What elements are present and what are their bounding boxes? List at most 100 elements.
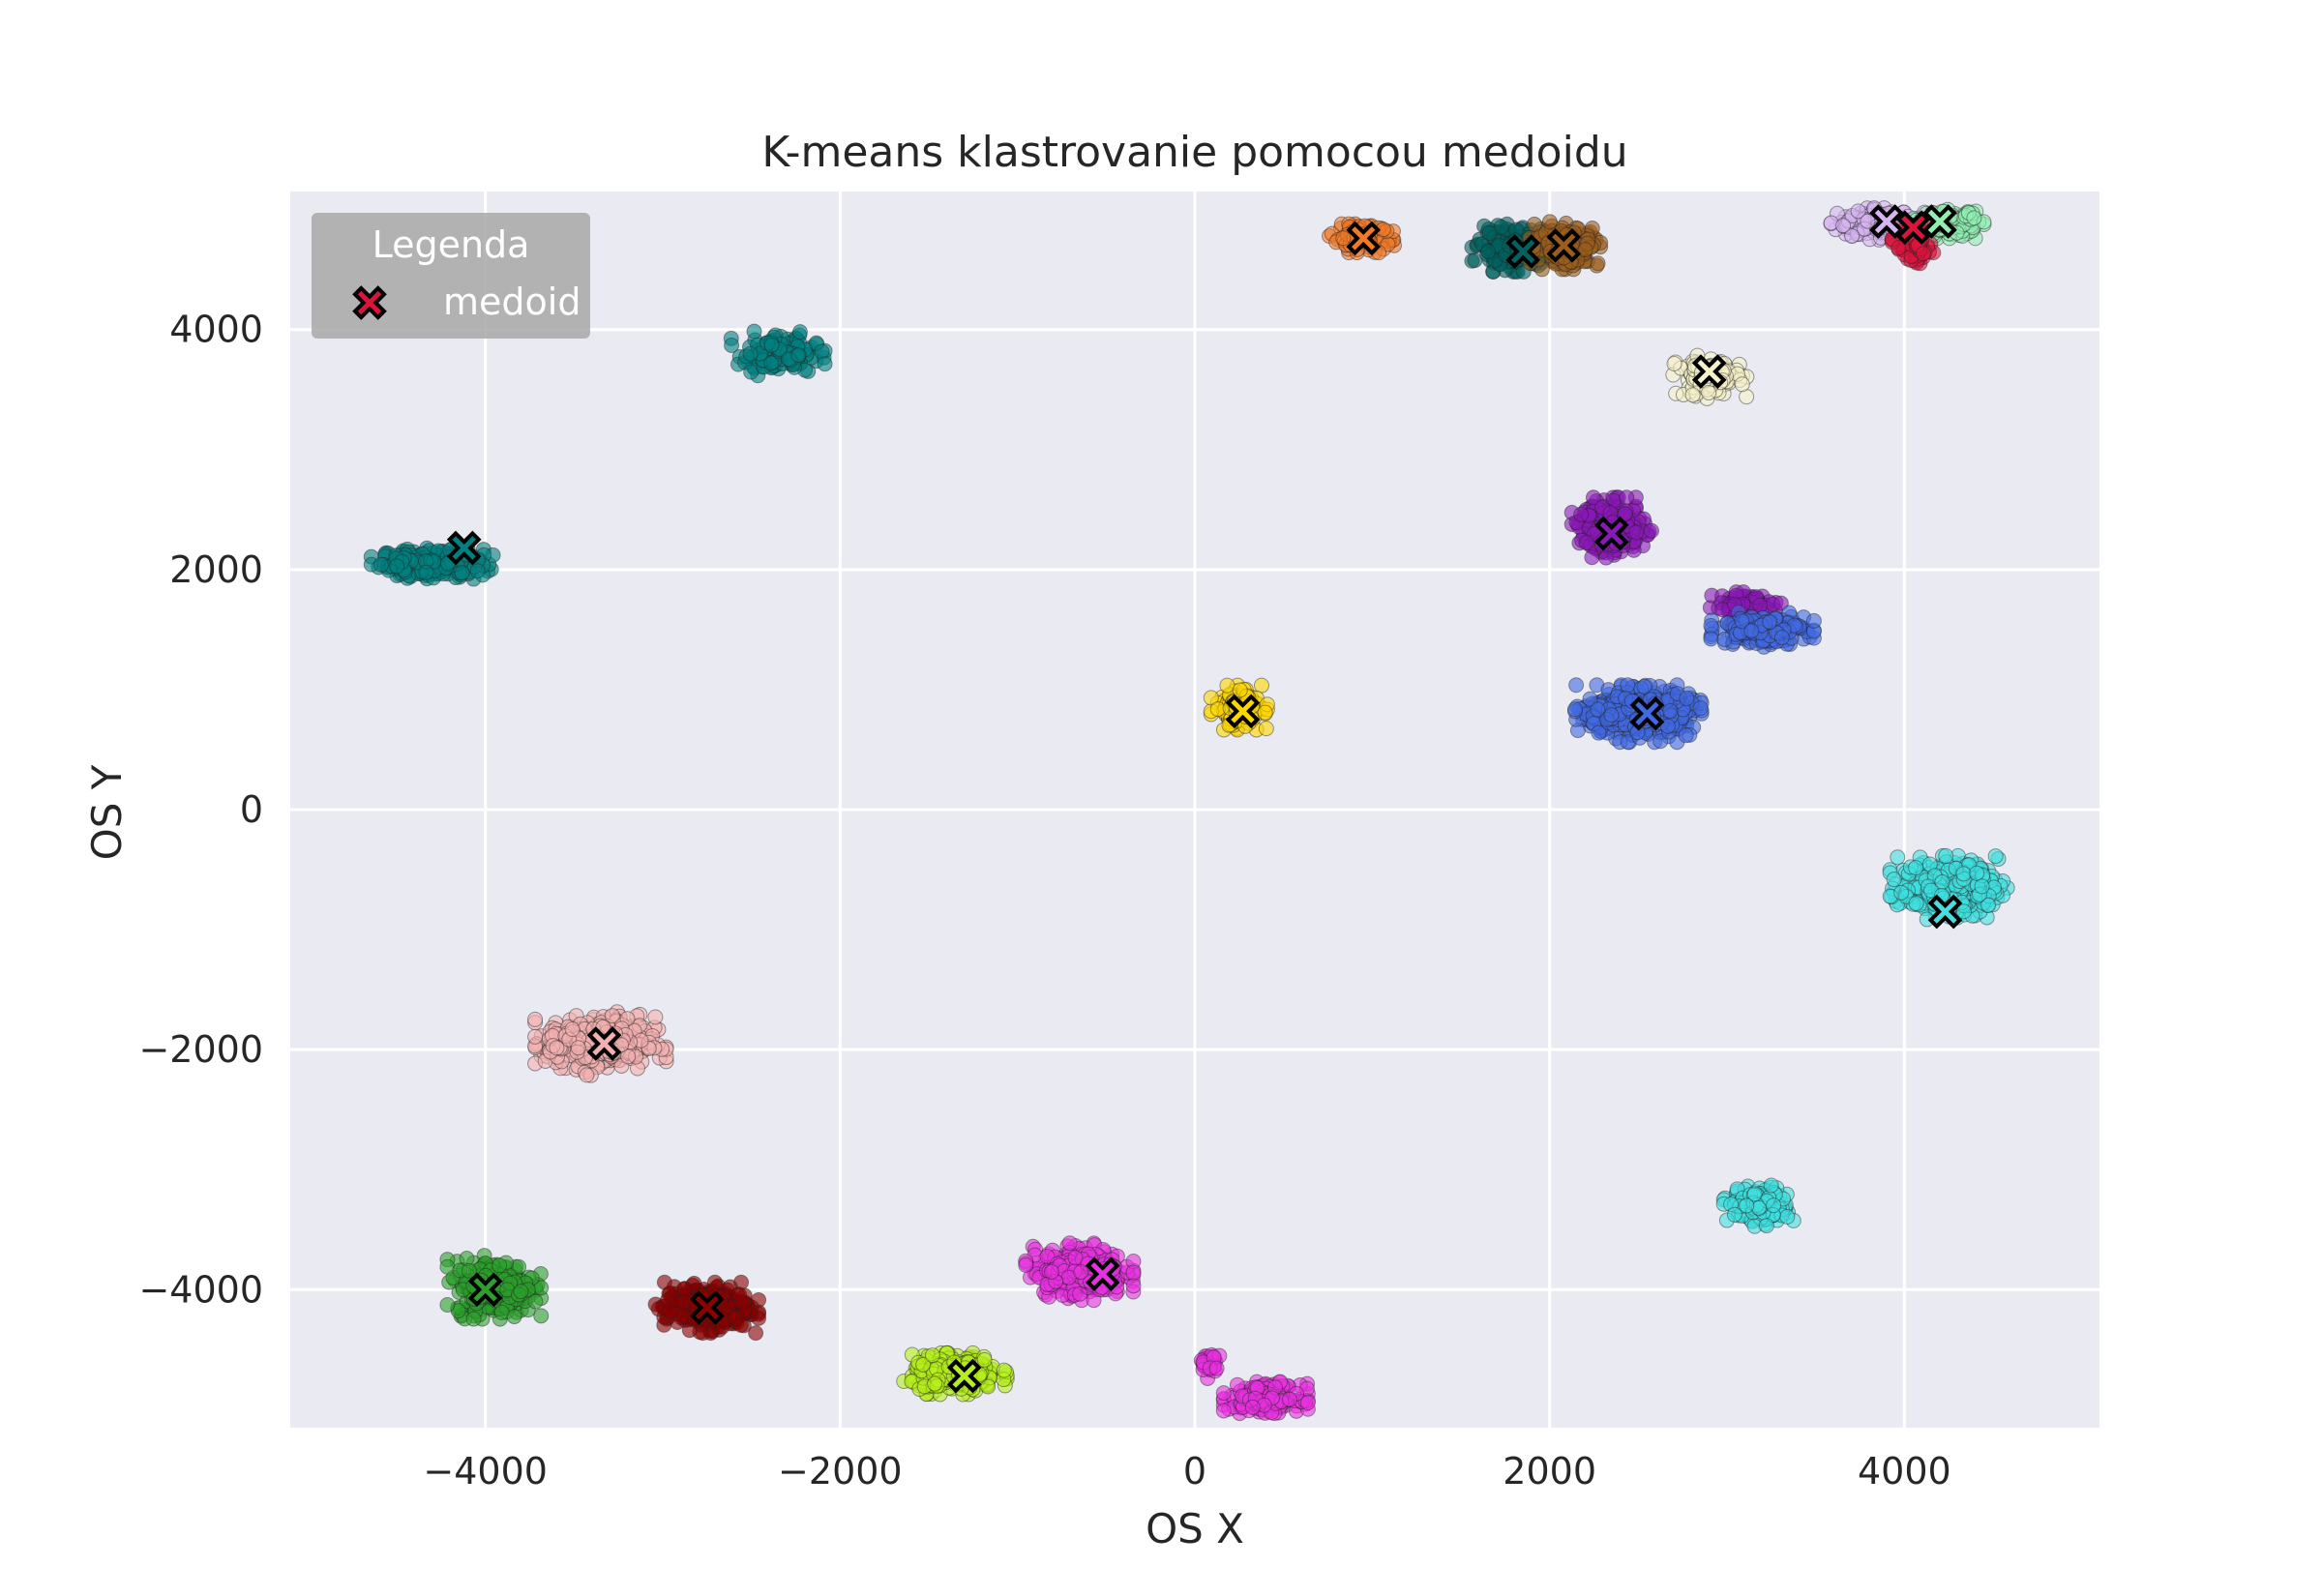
data-point [1938,847,1954,864]
data-point [1684,387,1701,403]
data-point [1590,701,1606,718]
data-point [1890,240,1907,256]
data-point [1662,703,1679,720]
data-point [1480,244,1497,260]
data-point [469,563,486,579]
data-point [1208,1360,1225,1376]
data-point [659,1292,675,1309]
data-point [1620,677,1636,694]
data-point [506,1309,522,1325]
data-point [527,1028,544,1045]
data-point [1573,506,1590,522]
data-point [1590,255,1606,272]
data-point [1619,489,1635,506]
data-point [1987,848,2004,865]
data-point [1703,618,1719,635]
data-point [746,323,762,340]
data-point [927,1375,943,1392]
data-point [1481,224,1498,241]
data-point [372,556,389,573]
data-point [743,364,759,380]
data-point [491,1257,508,1274]
data-point [1215,1403,1232,1419]
data-point [924,1347,940,1364]
data-point [1850,203,1866,220]
data-point [1603,707,1620,724]
data-point [1915,246,1931,262]
data-point [513,1284,529,1300]
data-point [1726,1206,1742,1223]
data-point [742,345,759,362]
data-point [1701,384,1717,400]
data-point [647,1009,664,1025]
data-point [1734,376,1750,393]
data-point [790,347,807,364]
data-point [1018,1256,1034,1273]
data-point [1779,1208,1796,1225]
data-point [1703,631,1719,647]
data-point [1258,721,1274,737]
data-point [1598,549,1615,566]
data-point [1734,613,1750,630]
data-point [533,1308,550,1324]
cluster-10 [1702,584,1789,623]
data-points [363,200,2015,1422]
data-point [1566,701,1583,718]
data-point [1890,849,1906,866]
data-point [1568,677,1585,694]
data-point [1860,213,1876,229]
data-point [1805,612,1822,629]
data-point [1743,623,1760,639]
data-point [1073,1264,1089,1281]
data-point [763,355,780,371]
chart-title: K-means klastrovanie pomocou medoidu [761,128,1627,177]
data-point [1577,242,1593,258]
data-point [724,337,740,353]
data-point [1215,1385,1232,1402]
cluster-0 [363,538,501,587]
data-point [676,1281,693,1297]
data-point [1591,724,1607,741]
data-point [732,1316,749,1333]
data-point [454,565,470,581]
data-point [527,1293,544,1310]
grid-lines [290,192,2099,1428]
data-point [1666,355,1682,371]
data-point [1908,860,1924,876]
data-point [1766,1197,1782,1214]
data-point [1908,896,1924,912]
plot-area [290,192,2099,1428]
data-point [996,1362,1012,1378]
data-point [791,324,808,340]
data-point [1969,865,1985,881]
data-point [1763,1177,1779,1194]
data-point [1257,704,1273,721]
data-point [1893,884,1910,901]
cluster-1 [723,323,833,384]
data-point [1072,1286,1088,1302]
data-point [579,1067,595,1083]
cluster-7 [1884,217,1942,272]
data-point [1585,489,1601,506]
data-point [1244,1399,1261,1415]
data-point [1628,524,1645,541]
cluster-11 [1703,605,1822,655]
data-point [1527,216,1543,232]
data-point [1282,1391,1298,1407]
data-point [763,337,780,353]
data-point [1335,230,1352,247]
data-point [817,356,833,372]
data-point [418,564,434,580]
data-point [1061,1235,1078,1252]
data-point [1886,872,1902,888]
data-point [1835,218,1852,234]
data-point [1739,1197,1755,1214]
data-point [1467,252,1483,269]
data-point [1974,878,1990,895]
data-point [1758,1218,1774,1234]
cluster-21 [1215,1374,1316,1422]
data-point [439,1297,456,1314]
data-point [1772,595,1789,611]
data-point [570,1040,586,1056]
